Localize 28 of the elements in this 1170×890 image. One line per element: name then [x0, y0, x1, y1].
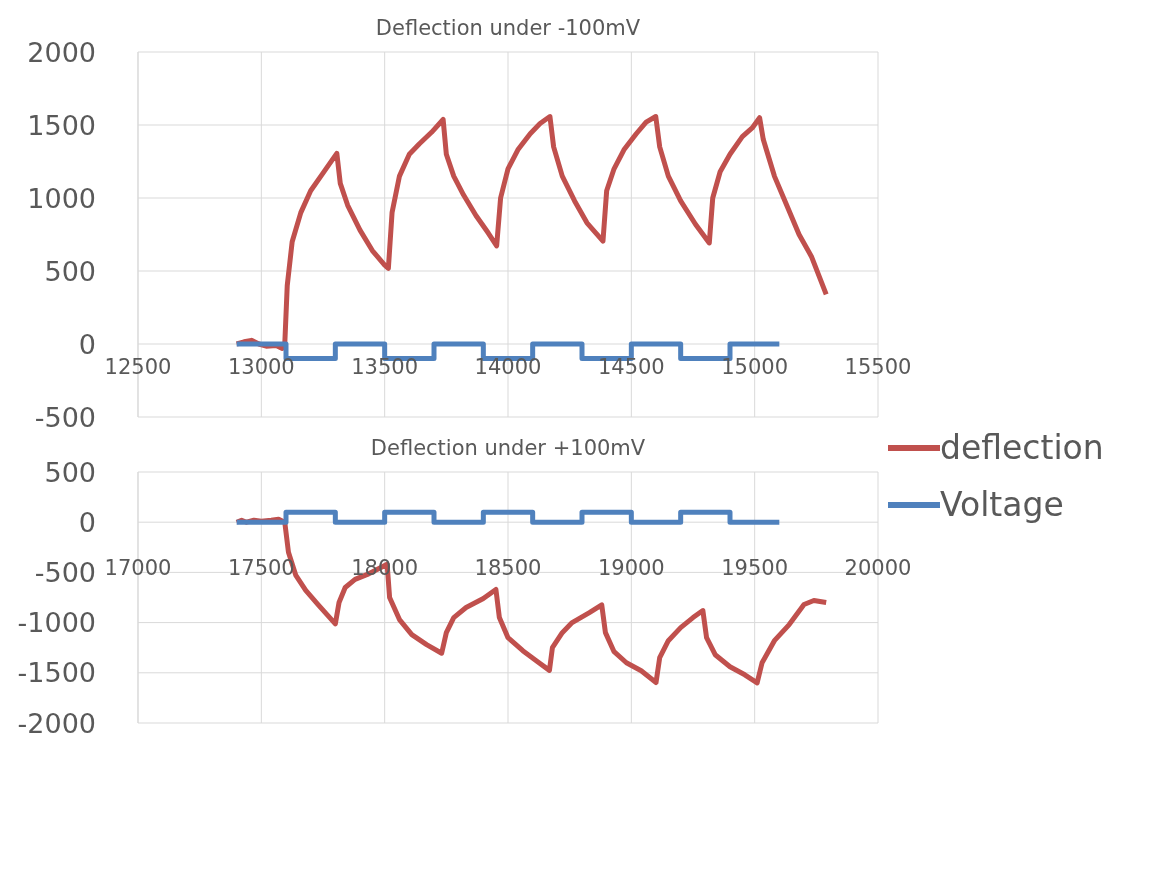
y-tick-label: 500 [44, 456, 96, 488]
chart-title: Deflection under -100mV [374, 16, 642, 40]
x-tick-label: 17000 [104, 556, 172, 580]
legend-label: deflection [940, 428, 1104, 467]
y-tick-label: -500 [34, 556, 96, 588]
x-tick-label: 15500 [844, 355, 912, 379]
x-tick-label: 19500 [721, 556, 789, 580]
y-tick-label: 500 [44, 255, 96, 287]
y-tick-label: -2000 [17, 707, 96, 739]
x-tick-label: 13000 [227, 355, 295, 379]
x-tick-label: 14000 [474, 355, 542, 379]
x-tick-label: 14500 [597, 355, 665, 379]
x-tick-label: 12500 [104, 355, 172, 379]
y-tick-label: 2000 [27, 36, 96, 68]
y-tick-label: 1500 [27, 109, 96, 141]
x-tick-label: 15000 [721, 355, 789, 379]
y-tick-label: -1000 [17, 607, 96, 639]
x-tick-label: 20000 [844, 556, 912, 580]
x-tick-label: 19000 [597, 556, 665, 580]
y-tick-label: 0 [78, 328, 96, 360]
y-tick-label: 0 [78, 506, 96, 538]
legend-label: Voltage [940, 485, 1064, 524]
y-tick-label: 1000 [27, 182, 96, 214]
y-tick-label: -1500 [17, 657, 96, 689]
y-tick-label: -500 [34, 401, 96, 433]
x-tick-label: 18500 [474, 556, 542, 580]
chart-title: Deflection under +100mV [369, 436, 647, 460]
x-tick-label: 13500 [351, 355, 419, 379]
